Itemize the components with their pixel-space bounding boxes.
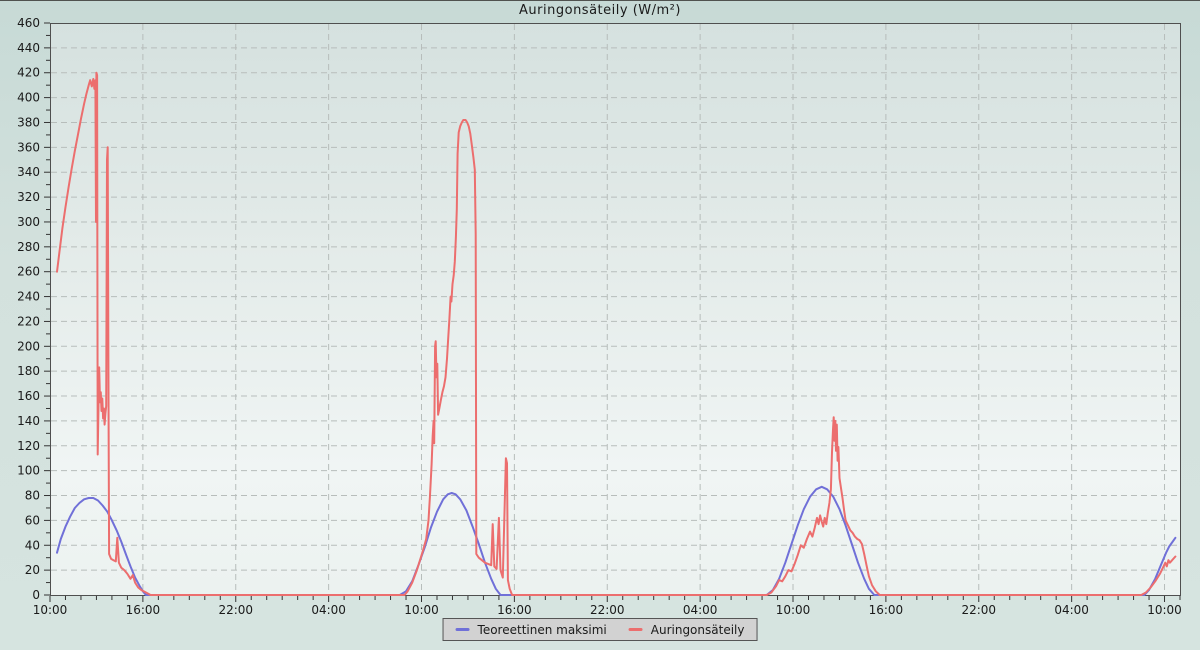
x-tick-label: 04:00 — [1054, 603, 1089, 617]
y-tick-label: 460 — [17, 16, 40, 30]
legend-marker-red-line — [628, 628, 643, 631]
y-tick-label: 0 — [32, 588, 40, 602]
x-tick-label: 22:00 — [218, 603, 253, 617]
legend-marker-blue-line — [455, 628, 470, 631]
y-tick-label: 80 — [25, 489, 40, 503]
x-tick-label: 04:00 — [683, 603, 718, 617]
y-tick-label: 220 — [17, 314, 40, 328]
y-tick-label: 420 — [17, 66, 40, 80]
y-tick-label: 300 — [17, 215, 40, 229]
y-tick-label: 100 — [17, 464, 40, 478]
y-tick-label: 320 — [17, 190, 40, 204]
y-tick-label: 400 — [17, 91, 40, 105]
x-tick-label: 22:00 — [961, 603, 996, 617]
legend-item-auringonsateily: Auringonsäteily — [628, 622, 745, 637]
x-tick-label: 10:00 — [776, 603, 811, 617]
x-tick-label: 04:00 — [311, 603, 346, 617]
y-tick-label: 380 — [17, 115, 40, 129]
y-tick-label: 180 — [17, 364, 40, 378]
legend: Teoreettinen maksimi Auringonsäteily — [442, 618, 758, 641]
y-tick-label: 340 — [17, 165, 40, 179]
y-tick-label: 360 — [17, 140, 40, 154]
y-tick-label: 120 — [17, 439, 40, 453]
legend-item-teoreettinen-maksimi: Teoreettinen maksimi — [455, 622, 607, 637]
legend-label-auringonsateily: Auringonsäteily — [650, 622, 745, 637]
y-tick-label: 260 — [17, 265, 40, 279]
y-tick-label: 200 — [17, 339, 40, 353]
x-tick-label: 16:00 — [126, 603, 161, 617]
x-tick-label: 10:00 — [1147, 603, 1182, 617]
y-tick-label: 440 — [17, 41, 40, 55]
x-tick-label: 16:00 — [497, 603, 532, 617]
chart-title: Auringonsäteily (W/m²) — [519, 3, 681, 18]
plot-area — [50, 23, 1181, 596]
y-tick-label: 240 — [17, 290, 40, 304]
x-tick-label: 10:00 — [33, 603, 68, 617]
y-tick-label: 140 — [17, 414, 40, 428]
y-tick-label: 40 — [25, 538, 40, 552]
y-tick-label: 280 — [17, 240, 40, 254]
y-tick-label: 60 — [25, 513, 40, 527]
legend-label-teoreettinen-maksimi: Teoreettinen maksimi — [477, 622, 607, 637]
x-tick-label: 16:00 — [869, 603, 904, 617]
x-tick-label: 10:00 — [404, 603, 439, 617]
x-tick-label: 22:00 — [590, 603, 625, 617]
y-tick-label: 20 — [25, 563, 40, 577]
y-tick-label: 160 — [17, 389, 40, 403]
